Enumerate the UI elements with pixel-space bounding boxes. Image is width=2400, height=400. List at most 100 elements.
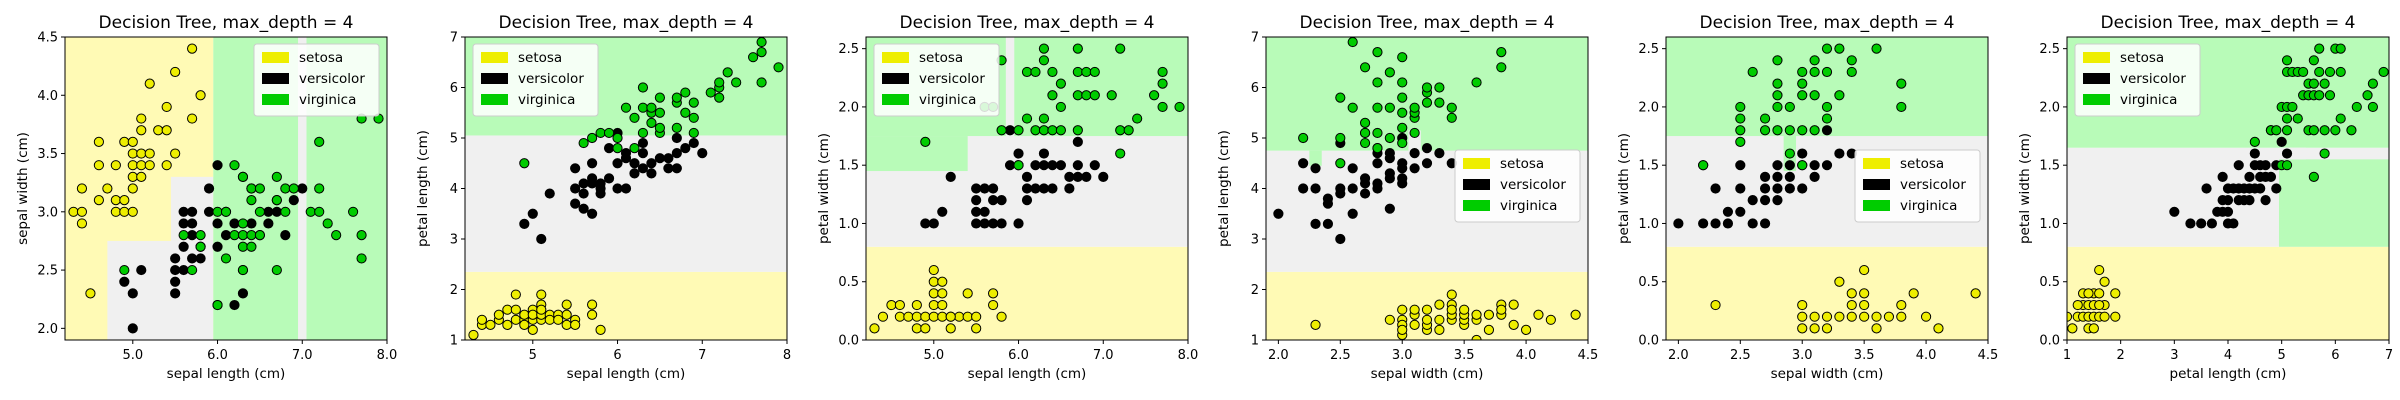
legend-swatch-setosa [882, 52, 909, 63]
y-tick-label: 0.0 [2039, 334, 2060, 349]
point-setosa [527, 324, 538, 335]
point-versicolor [1072, 160, 1083, 171]
point-virginica [654, 92, 665, 103]
x-tick-label: 2.5 [1330, 348, 1351, 363]
point-virginica [773, 62, 784, 73]
point-setosa [1421, 314, 1433, 325]
point-versicolor [570, 163, 581, 174]
y-tick-label: 1.5 [838, 159, 859, 174]
point-setosa [493, 309, 504, 320]
point-virginica [2335, 66, 2346, 78]
legend-label-setosa: setosa [919, 50, 963, 66]
point-versicolor [971, 183, 982, 194]
point-setosa [1446, 289, 1457, 300]
point-virginica [1030, 66, 1041, 78]
point-setosa [996, 311, 1007, 322]
point-setosa [1508, 299, 1519, 310]
point-versicolor [170, 276, 181, 287]
point-versicolor [187, 218, 198, 229]
point-virginica [756, 37, 767, 48]
point-virginica [1735, 136, 1746, 147]
point-virginica [1772, 125, 1783, 136]
point-virginica [356, 253, 367, 264]
point-setosa [161, 125, 172, 136]
y-tick-label: 1.0 [1638, 217, 1659, 232]
point-virginica [195, 241, 206, 252]
point-versicolor [2196, 218, 2207, 229]
point-versicolor [1359, 173, 1371, 184]
point-versicolor [2260, 160, 2271, 171]
point-versicolor [671, 163, 682, 174]
point-virginica [1821, 43, 1833, 54]
point-versicolor [1397, 173, 1408, 184]
point-virginica [1081, 66, 1092, 78]
point-setosa [2072, 299, 2083, 311]
legend-label-versicolor: versicolor [518, 71, 584, 87]
point-virginica [637, 102, 649, 113]
point-setosa [1434, 299, 1445, 310]
point-setosa [988, 299, 999, 311]
point-virginica [1359, 62, 1371, 73]
point-virginica [2324, 66, 2336, 78]
point-setosa [119, 195, 130, 206]
point-setosa [102, 183, 113, 194]
chart-title: Decision Tree, max_depth = 4 [499, 13, 754, 33]
x-tick-label: 6 [613, 348, 621, 363]
point-versicolor [1372, 158, 1383, 169]
legend-label-setosa: setosa [1900, 156, 1944, 172]
point-setosa [894, 311, 905, 322]
point-setosa [1846, 311, 1857, 322]
point-versicolor [1081, 171, 1092, 182]
point-setosa [519, 319, 530, 330]
y-tick-label: 2.5 [37, 264, 58, 279]
chart-panel-4: 2.0 2.5 3.0 3.5 4.0 4.5 1 2 3 4 5 6 7 Decision Tree, … [1216, 13, 1598, 382]
point-versicolor [1335, 183, 1346, 194]
point-setosa [93, 195, 104, 206]
point-virginica [688, 112, 699, 123]
chart-title: Decision Tree, max_depth = 4 [99, 13, 354, 33]
region-versicolor [2278, 147, 2306, 160]
y-tick-label: 6 [1251, 81, 1259, 96]
y-tick-label: 1.5 [2039, 159, 2060, 174]
point-virginica [2281, 125, 2293, 136]
point-versicolor [1421, 158, 1433, 169]
x-tick-label: 6.0 [1008, 348, 1029, 363]
point-virginica [1359, 127, 1371, 139]
point-setosa [110, 160, 121, 171]
point-setosa [1570, 309, 1581, 320]
x-axis-label: sepal length (cm) [567, 366, 686, 382]
point-virginica [1298, 132, 1309, 144]
point-versicolor [212, 218, 223, 229]
x-tick-label: 4.0 [1916, 348, 1937, 363]
point-versicolor [1004, 125, 1016, 136]
point-virginica [271, 195, 282, 206]
point-setosa [911, 323, 922, 334]
point-versicolor [663, 153, 674, 164]
point-virginica [1021, 113, 1033, 124]
point-virginica [1834, 43, 1845, 54]
point-setosa [1446, 304, 1457, 315]
point-virginica [1384, 132, 1395, 144]
point-virginica [654, 122, 665, 134]
point-setosa [527, 309, 538, 320]
point-setosa [2067, 311, 2073, 322]
legend-swatch-versicolor [1463, 179, 1490, 190]
point-setosa [2094, 288, 2105, 299]
point-setosa [1508, 319, 1519, 330]
y-tick-label: 3.0 [37, 205, 58, 220]
point-virginica [1446, 112, 1457, 123]
point-virginica [254, 183, 265, 194]
point-virginica [1784, 101, 1795, 113]
point-virginica [519, 158, 530, 169]
point-setosa [127, 183, 138, 194]
point-setosa [476, 314, 488, 325]
point-virginica [271, 171, 282, 182]
point-setosa [1409, 319, 1420, 330]
legend-swatch-setosa [1463, 158, 1490, 169]
point-setosa [2099, 276, 2110, 287]
point-setosa [1496, 304, 1507, 315]
point-versicolor [187, 206, 198, 217]
legend-swatch-setosa [2083, 52, 2110, 63]
point-setosa [2094, 264, 2105, 276]
point-setosa [1933, 323, 1944, 334]
